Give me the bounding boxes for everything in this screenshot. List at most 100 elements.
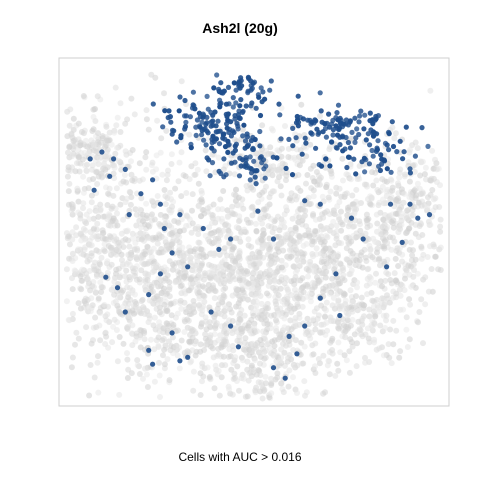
background-cell [177,269,184,276]
background-cell [141,336,148,343]
background-cell [268,390,275,397]
background-cell [408,239,414,246]
background-cell [241,312,248,319]
background-cell [205,236,212,243]
background-cell [196,302,203,308]
background-cell [64,173,71,180]
background-cell [430,196,437,203]
background-cell [215,227,222,234]
background-cell [225,353,232,360]
background-cell [320,352,327,359]
background-cell [120,216,127,223]
background-cell [196,272,203,279]
background-cell [379,176,386,183]
background-cell [116,334,123,340]
background-cell [66,241,73,248]
positive-cell [182,113,188,119]
background-cell [96,155,103,162]
background-cell [342,328,349,335]
background-cell [354,340,360,347]
background-cell [357,227,364,234]
background-cell [189,328,195,335]
background-cell [391,238,398,245]
positive-cell [187,114,193,120]
background-cell [66,180,73,187]
background-cell [197,265,204,272]
background-cell [78,237,85,244]
background-cell [166,377,173,384]
background-cell [191,172,198,178]
background-cell [234,286,241,293]
background-cell [187,280,194,287]
background-cell [178,149,185,156]
background-cell [253,228,260,235]
background-cell [138,195,145,202]
background-cell [427,87,434,94]
background-cell [380,352,387,359]
positive-cell [236,81,242,87]
background-cell [417,172,424,179]
positive-cell [103,274,109,280]
background-cell [312,340,319,347]
background-cell [254,328,260,335]
background-cell [80,93,87,99]
background-cell [242,335,249,342]
background-cell [217,332,224,339]
background-cell [168,161,175,167]
background-cell [253,371,260,378]
background-cell [91,267,98,273]
background-cell [248,362,255,369]
positive-cell [223,172,229,178]
positive-cell [228,323,234,329]
background-cell [94,359,101,366]
background-cell [229,292,236,299]
positive-cell [386,131,392,137]
background-cell [390,341,397,348]
background-cell [273,305,280,312]
positive-cell [255,92,261,98]
background-cell [75,209,82,216]
background-cell [291,318,298,325]
background-cell [345,257,352,264]
background-cell [307,200,314,207]
background-cell [168,312,175,319]
background-cell [211,385,218,392]
background-cell [414,145,421,152]
background-cell [256,192,263,198]
background-cell [183,223,190,229]
background-cell [236,337,243,344]
positive-cell [248,138,254,144]
background-cell [86,237,93,244]
background-cell [92,289,99,296]
background-cell [80,173,87,180]
background-cell [287,317,294,324]
background-cell [229,246,236,253]
background-cell [78,250,85,257]
background-cell [373,177,380,184]
background-cell [272,287,279,294]
background-cell [406,178,413,185]
positive-cell [190,89,196,95]
background-cell [139,211,146,218]
positive-cell [217,101,223,107]
background-cell [111,129,118,136]
positive-cell [353,135,359,141]
background-cell [194,277,201,284]
background-cell [65,188,72,195]
background-cell [111,291,118,298]
background-cell [145,222,152,229]
background-cell [222,362,229,369]
positive-cell [400,156,406,162]
background-cell [95,161,102,168]
background-cell [220,227,227,234]
background-cell [317,113,323,119]
background-cell [202,331,209,338]
background-cell [347,322,354,329]
background-cell [388,218,395,225]
background-cell [198,311,205,318]
background-cell [295,260,302,267]
positive-cell [243,103,249,109]
background-cell [404,215,411,222]
background-cell [70,115,77,122]
background-cell [344,317,351,324]
